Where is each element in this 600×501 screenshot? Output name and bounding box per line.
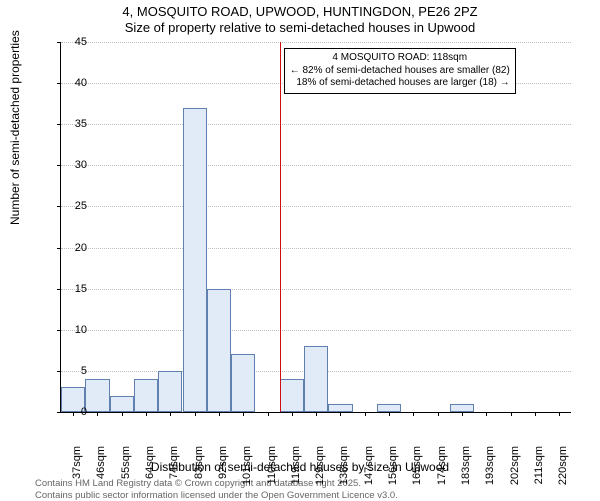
y-tick-label: 20: [62, 242, 87, 254]
bar: [231, 354, 255, 412]
x-tick-mark: [340, 412, 341, 416]
x-tick-mark: [97, 412, 98, 416]
y-tick-mark: [57, 289, 61, 290]
marker-line: [280, 42, 281, 412]
x-tick-label: 101sqm: [241, 446, 253, 496]
bar: [377, 404, 401, 412]
x-tick-mark: [316, 412, 317, 416]
x-tick-mark: [170, 412, 171, 416]
x-tick-label: 119sqm: [290, 446, 302, 496]
bar: [304, 346, 328, 412]
y-tick-label: 45: [62, 36, 87, 48]
x-tick-label: 37sqm: [71, 446, 83, 496]
x-tick-label: 147sqm: [363, 446, 375, 496]
x-tick-mark: [438, 412, 439, 416]
x-tick-mark: [486, 412, 487, 416]
x-tick-label: 92sqm: [217, 446, 229, 496]
x-tick-mark: [268, 412, 269, 416]
bar: [450, 404, 474, 412]
gridline: [61, 248, 571, 250]
bar: [85, 379, 109, 412]
x-tick-label: 165sqm: [411, 446, 423, 496]
bar: [158, 371, 182, 412]
y-tick-label: 15: [62, 283, 87, 295]
y-tick-mark: [57, 248, 61, 249]
annotation-line-2: ← 82% of semi-detached houses are smalle…: [290, 65, 510, 78]
bar: [110, 396, 134, 412]
x-tick-mark: [146, 412, 147, 416]
x-tick-label: 211sqm: [533, 446, 545, 496]
y-tick-label: 35: [62, 118, 87, 130]
y-tick-mark: [57, 330, 61, 331]
y-tick-label: 10: [62, 324, 87, 336]
chart-title-main: 4, MOSQUITO ROAD, UPWOOD, HUNTINGDON, PE…: [0, 4, 600, 19]
x-tick-label: 183sqm: [460, 446, 472, 496]
y-axis-label: Number of semi-detached properties: [8, 30, 22, 225]
bar: [183, 108, 207, 412]
x-tick-mark: [365, 412, 366, 416]
chart-title-sub: Size of property relative to semi-detach…: [0, 20, 600, 35]
gridline: [61, 42, 571, 44]
x-tick-label: 193sqm: [484, 446, 496, 496]
x-tick-label: 138sqm: [338, 446, 350, 496]
y-tick-label: 30: [62, 159, 87, 171]
y-tick-label: 25: [62, 200, 87, 212]
y-tick-mark: [57, 83, 61, 84]
x-tick-label: 46sqm: [95, 446, 107, 496]
y-tick-mark: [57, 371, 61, 372]
x-tick-mark: [195, 412, 196, 416]
x-tick-mark: [462, 412, 463, 416]
bar: [280, 379, 304, 412]
y-tick-mark: [57, 165, 61, 166]
x-tick-label: 64sqm: [144, 446, 156, 496]
x-tick-label: 156sqm: [387, 446, 399, 496]
x-tick-label: 74sqm: [168, 446, 180, 496]
gridline: [61, 206, 571, 208]
x-tick-label: 129sqm: [314, 446, 326, 496]
x-tick-mark: [511, 412, 512, 416]
x-tick-label: 55sqm: [120, 446, 132, 496]
x-tick-mark: [559, 412, 560, 416]
x-tick-mark: [122, 412, 123, 416]
gridline: [61, 165, 571, 167]
y-tick-mark: [57, 42, 61, 43]
plot-area: 4 MOSQUITO ROAD: 118sqm← 82% of semi-det…: [60, 42, 571, 413]
x-tick-label: 83sqm: [193, 446, 205, 496]
y-tick-label: 0: [62, 406, 87, 418]
x-tick-mark: [389, 412, 390, 416]
y-tick-label: 40: [62, 77, 87, 89]
y-tick-label: 5: [62, 365, 87, 377]
gridline: [61, 124, 571, 126]
x-tick-mark: [219, 412, 220, 416]
gridline: [61, 289, 571, 291]
x-tick-label: 202sqm: [509, 446, 521, 496]
bar: [134, 379, 158, 412]
bar: [328, 404, 352, 412]
x-tick-mark: [292, 412, 293, 416]
annotation-line-3: 18% of semi-detached houses are larger (…: [290, 77, 510, 90]
x-tick-label: 110sqm: [266, 446, 278, 496]
x-tick-mark: [243, 412, 244, 416]
x-tick-label: 174sqm: [436, 446, 448, 496]
x-tick-mark: [413, 412, 414, 416]
y-tick-mark: [57, 206, 61, 207]
y-tick-mark: [57, 412, 61, 413]
x-tick-label: 220sqm: [557, 446, 569, 496]
annotation-line-1: 4 MOSQUITO ROAD: 118sqm: [290, 52, 510, 65]
bar: [207, 289, 231, 412]
x-tick-mark: [535, 412, 536, 416]
y-tick-mark: [57, 124, 61, 125]
gridline: [61, 330, 571, 332]
annotation-box: 4 MOSQUITO ROAD: 118sqm← 82% of semi-det…: [284, 48, 516, 94]
